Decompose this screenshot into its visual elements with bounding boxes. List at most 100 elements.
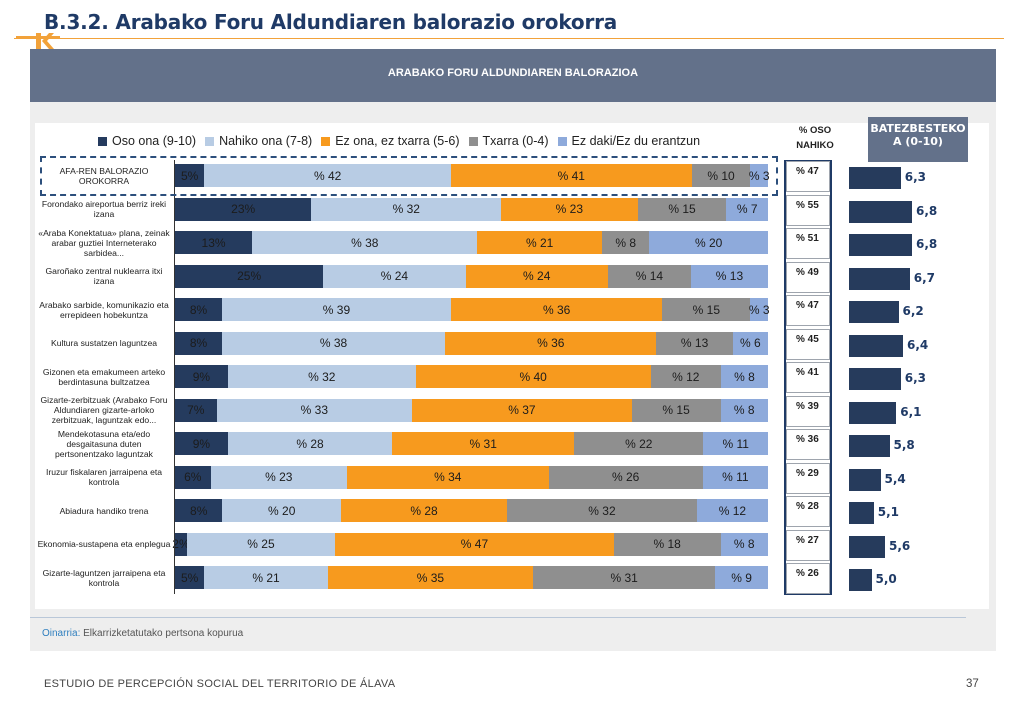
score-value: 6,2 (902, 304, 924, 318)
data-label: % 7 (736, 202, 758, 216)
data-label: % 40 (519, 369, 547, 384)
bar-segment: % 38 (252, 231, 478, 254)
category-label: Abiadura handiko trena (59, 505, 149, 516)
score-value: 5,8 (893, 438, 915, 452)
data-label: % 23 (265, 470, 293, 484)
bar-segment: % 20 (222, 499, 342, 522)
data-label: % 18 (653, 537, 681, 551)
data-label: % 12 (672, 369, 700, 384)
data-label: 9% (192, 369, 211, 384)
score-value: 6,3 (904, 170, 927, 184)
bar-segment: % 31 (533, 566, 716, 589)
bar-segment: % 22 (574, 432, 704, 455)
category-label: Mendekotasuna eta/edo desgaitasuna duten… (55, 428, 153, 459)
data-label: 5% (181, 168, 199, 183)
bar-segment: % 11 (702, 465, 768, 489)
data-label: % 24 (523, 269, 551, 283)
oso-nahiko-cell: % 45 (786, 328, 830, 360)
oso-nahiko-cell: % 28 (786, 496, 830, 527)
score-value: 6,3 (904, 371, 927, 385)
bar-segment: % 8 (601, 231, 650, 254)
data-label: % 23 (555, 202, 583, 216)
data-label: % 13 (680, 336, 709, 350)
data-label: % 26 (611, 470, 640, 484)
data-label: 8% (189, 302, 208, 317)
data-label: % 36 (542, 302, 571, 317)
bar-segment: % 8 (721, 365, 768, 388)
bar-segment: % 18 (613, 532, 721, 556)
data-label: 5% (181, 570, 199, 585)
data-label: % 6 (740, 336, 761, 350)
data-label: % 32 (588, 503, 616, 518)
bar-segment: % 37 (412, 398, 632, 422)
data-label: % 22 (625, 436, 653, 451)
bar-segment: 9% (175, 365, 228, 388)
data-label: % 15 (692, 302, 721, 317)
legend-label: Oso ona (9-10) (112, 134, 197, 148)
bar-segment: 7% (175, 398, 217, 422)
legend-swatch (205, 136, 215, 146)
bar-segment: % 40 (415, 365, 651, 388)
category-label: Gizarte-zerbitzuak (Arabako Foru Aldundi… (40, 395, 168, 425)
data-label: % 21 (252, 570, 280, 585)
bar-segment: % 21 (204, 566, 328, 589)
source-text: Elkarrizketatutako pertsona kopurua (83, 628, 244, 639)
bar-segment: % 24 (465, 264, 608, 288)
bar-segment: % 41 (450, 164, 692, 187)
legend-swatch (321, 136, 331, 146)
score-value: 6,7 (913, 270, 936, 285)
legend-item-2: Ez ona, ez txarra (5-6) (321, 134, 460, 148)
bar-segment: % 8 (720, 532, 768, 556)
oso-nahiko-cell: % 41 (786, 362, 830, 393)
data-label: 9% (192, 436, 211, 451)
category-label: Garoñako zentral nuklearra itxi izana (45, 266, 163, 286)
data-label: % 42 (313, 168, 342, 183)
data-label: % 15 (662, 403, 690, 417)
page-number: 37 (966, 678, 979, 690)
section-header: ARABAKO FORU ALDUNDIAREN BALORAZIOA (387, 67, 639, 79)
bar-segment: % 33 (216, 398, 413, 422)
bar-segment: % 38 (221, 331, 446, 355)
data-label: % 8 (733, 403, 755, 417)
oso-nahiko-cell: % 55 (786, 194, 830, 226)
score-value: 6,4 (907, 337, 929, 352)
score-bar (849, 234, 912, 256)
category-label: Arabako sarbide, komunikazio eta errepid… (39, 299, 169, 320)
data-label: 6% (184, 470, 202, 484)
legend-swatch (468, 136, 478, 146)
source-divider (30, 617, 966, 618)
oso-nahiko-cell: % 49 (786, 261, 830, 293)
category-label: Kultura sustatzen laguntzea (50, 338, 158, 348)
bar-segment: % 11 (703, 432, 768, 455)
score-bar (849, 301, 899, 323)
bar-segment: 13% (175, 231, 253, 254)
bar-segment: % 12 (650, 365, 722, 388)
bar-segment: 8% (175, 499, 223, 522)
oso-nahiko-header: % OSO NAHIKO (796, 125, 834, 151)
category-label: Gizarte-laguntzen jarraipena eta kontrol… (42, 567, 166, 588)
bar-segment: 5% (175, 566, 205, 589)
bar-segment: % 47 (335, 532, 614, 556)
bar-segment: 25% (175, 264, 324, 288)
score-bar (849, 334, 903, 357)
score-bar (849, 569, 872, 591)
data-label: % 35 (416, 570, 445, 585)
data-label: 25% (237, 269, 262, 283)
category-label: Iruzur fiskalaren jarraipena eta kontrol… (45, 467, 163, 487)
logo-icon (16, 33, 60, 49)
score-value: 6,8 (916, 203, 938, 218)
data-label: % 39 (322, 302, 351, 317)
bar-segment: % 34 (346, 465, 549, 489)
bar-segment: % 26 (548, 465, 703, 489)
bar-segment: % 28 (341, 499, 508, 522)
bar-segment: % 23 (210, 465, 347, 489)
oso-nahiko-cell: % 27 (786, 529, 830, 561)
data-label: % 36 (537, 336, 565, 350)
bar-segment: 6% (175, 465, 211, 489)
score-bar (849, 167, 901, 189)
oso-nahiko-cell: % 47 (786, 295, 830, 326)
legend-label: Nahiko ona (7-8) (219, 134, 313, 148)
data-label: % 38 (351, 235, 379, 250)
bar-segment: % 3 (749, 298, 770, 321)
score-bar (849, 267, 910, 290)
